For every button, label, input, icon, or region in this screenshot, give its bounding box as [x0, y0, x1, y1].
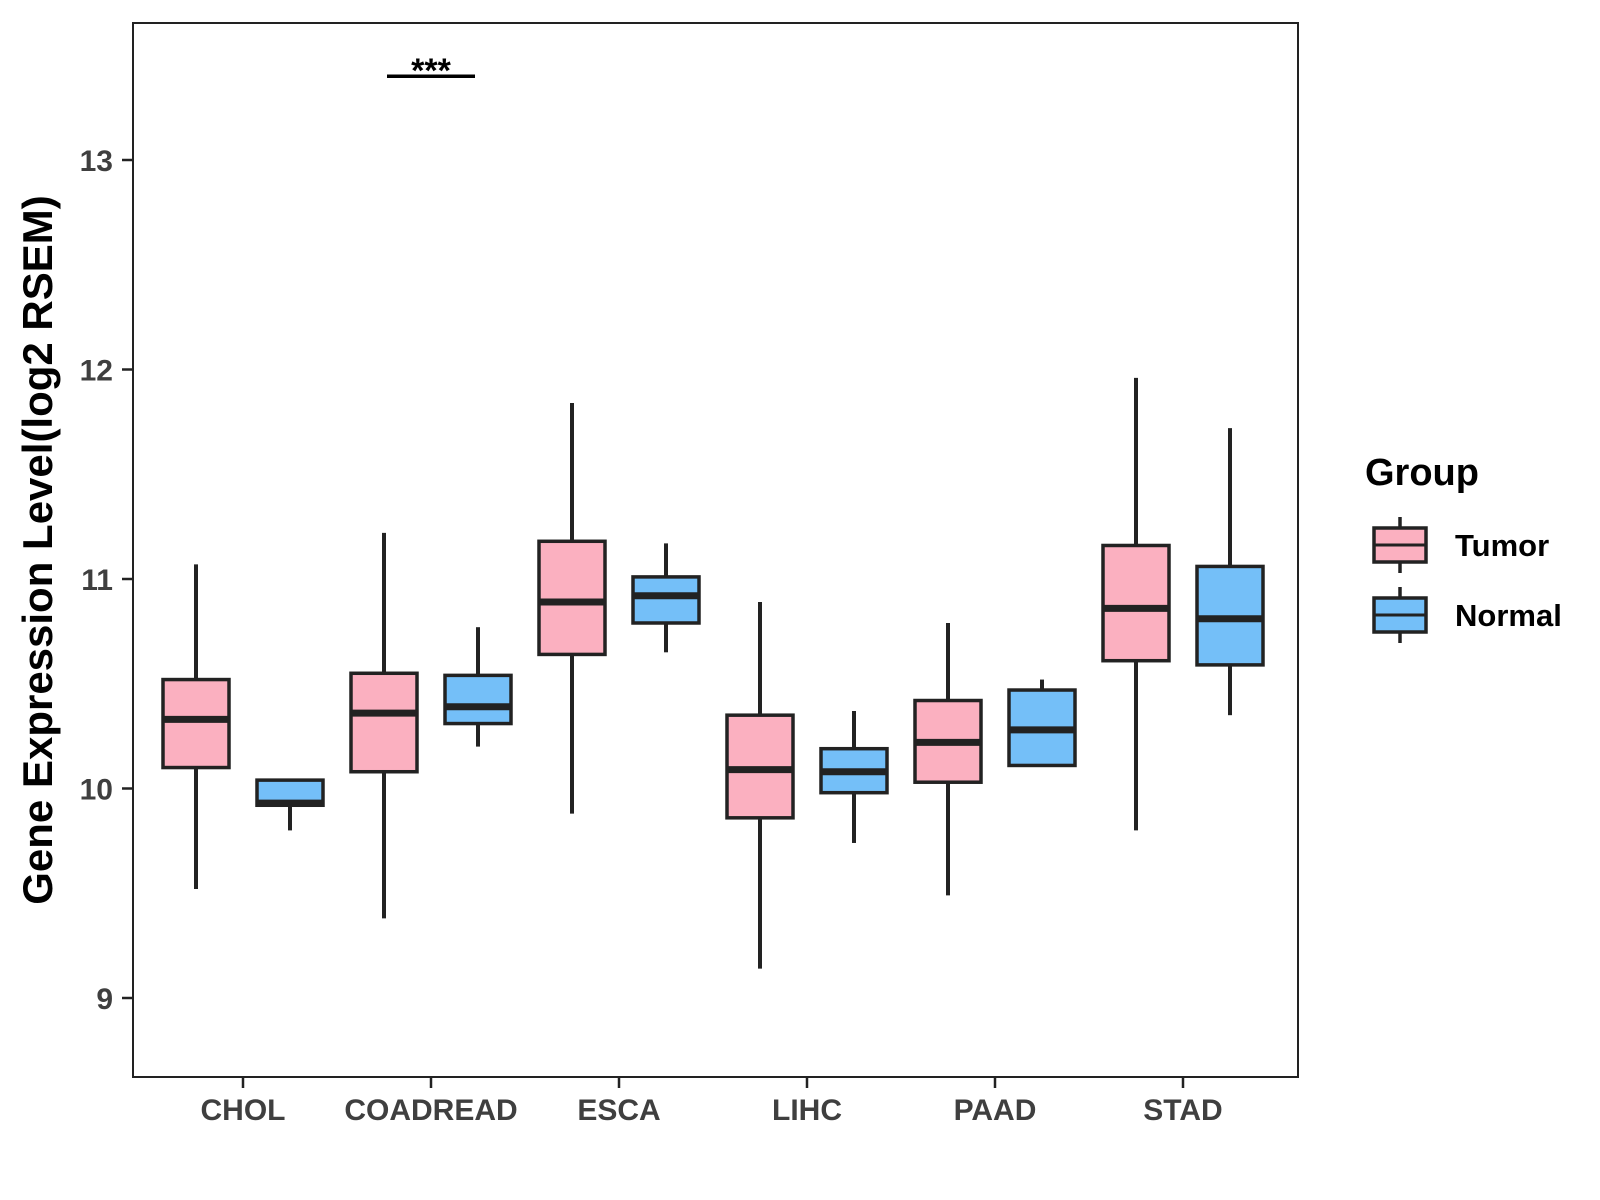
x-tick-label: COADREAD: [344, 1094, 517, 1127]
plot-panel-border: [132, 22, 1299, 1078]
x-tick-label: CHOL: [201, 1094, 286, 1127]
box-normal-chol: [255, 778, 325, 831]
box-iqr: [443, 673, 513, 726]
box-normal-esca: [631, 543, 701, 653]
box-iqr: [1101, 543, 1171, 663]
y-tick-label: 11: [81, 564, 113, 597]
legend-item-normal: Normal: [1372, 587, 1562, 643]
legend-items: Tumor Normal: [1372, 517, 1562, 643]
y-tick-label: 13: [80, 145, 113, 178]
legend: Group Tumor Normal: [1365, 452, 1562, 643]
annotation-layer: ***: [387, 52, 475, 90]
box-iqr: [631, 575, 701, 625]
significance-label: ***: [411, 52, 451, 90]
box-tumor-paad: [913, 622, 983, 896]
box-tumor-chol: [161, 564, 231, 890]
legend-item-tumor: Tumor: [1372, 517, 1549, 573]
box-iqr: [161, 677, 231, 770]
boxes-layer: [161, 377, 1265, 969]
y-axis: 9 10 11 12 13: [80, 145, 133, 1016]
x-tick-label: ESCA: [577, 1094, 660, 1127]
box-tumor-stad: [1101, 377, 1171, 831]
x-tick-label: STAD: [1143, 1094, 1222, 1127]
y-tick-label: 10: [80, 774, 113, 807]
box-normal-coadread: [443, 627, 513, 747]
legend-label: Tumor: [1455, 528, 1549, 563]
x-tick-label: PAAD: [954, 1094, 1037, 1127]
box-tumor-esca: [537, 403, 607, 814]
box-tumor-coadread: [349, 532, 419, 919]
box-normal-stad: [1195, 428, 1265, 716]
box-tumor-lihc: [725, 602, 795, 969]
legend-label: Normal: [1455, 598, 1562, 633]
box-normal-paad: [1007, 679, 1077, 768]
x-axis: CHOL COADREAD ESCA LIHC PAAD STAD: [201, 1077, 1223, 1127]
box-iqr: [349, 671, 419, 774]
y-axis-title: Gene Expression Level(log2 RSEM): [14, 195, 61, 905]
box-iqr: [537, 539, 607, 657]
y-tick-label: 9: [96, 983, 113, 1016]
y-tick-label: 12: [80, 355, 113, 388]
box-normal-lihc: [819, 710, 889, 843]
legend-title: Group: [1365, 452, 1479, 494]
x-tick-label: LIHC: [772, 1094, 842, 1127]
